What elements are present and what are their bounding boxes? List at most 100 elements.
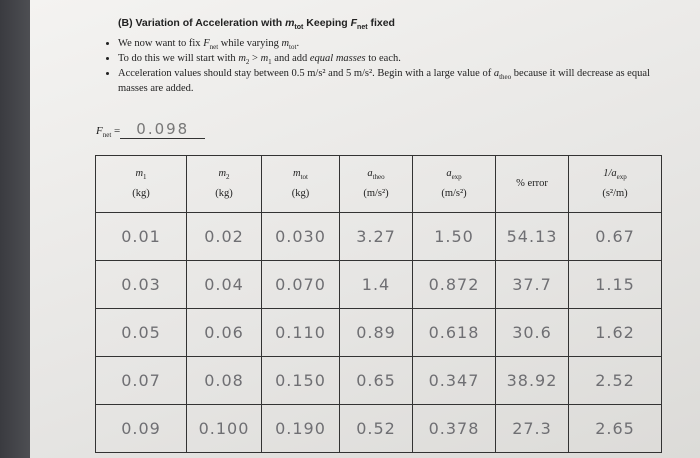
text: to each. (365, 53, 401, 65)
table-row: 0.01 0.02 0.030 3.27 1.50 54.13 0.67 (95, 212, 662, 261)
header-cell: mtot (kg) (261, 155, 340, 213)
table-cell: 0.52 (339, 404, 413, 453)
header-symbol-text: m (293, 168, 301, 180)
table-cell: 0.06 (186, 308, 262, 357)
header-subscript: theo (372, 173, 385, 182)
table-cell: 54.13 (495, 212, 569, 261)
table-cell: 0.347 (412, 356, 496, 405)
title-text: tot (294, 24, 304, 32)
header-unit: (m/s²) (363, 187, 389, 199)
fnet-label: net (102, 131, 112, 140)
table-cell: 30.6 (495, 308, 569, 357)
header-cell: 1/aexp (s²/m) (568, 155, 662, 213)
text: and add (271, 53, 310, 65)
header-symbol-text: m (135, 168, 144, 180)
header-symbol-text: % error (516, 178, 548, 189)
header-symbol-text: a (446, 168, 452, 180)
text: a (493, 68, 500, 80)
table-cell: 0.09 (95, 404, 187, 453)
table-cell: 0.04 (186, 260, 262, 309)
header-symbol: % error (497, 176, 567, 192)
text: . (296, 38, 300, 49)
text: equal masses (309, 53, 366, 65)
table-cell: 0.190 (261, 404, 340, 453)
text: tot (289, 43, 297, 52)
table-row: 0.07 0.08 0.150 0.65 0.347 38.92 2.52 (95, 356, 662, 405)
text: To do this we will start with (118, 53, 239, 65)
table-cell: 0.08 (186, 356, 262, 405)
table-cell: 0.872 (412, 260, 496, 309)
table-row: 0.05 0.06 0.110 0.89 0.618 30.6 1.62 (95, 308, 662, 357)
header-symbol: m1 (97, 166, 185, 185)
header-cell: atheo (m/s²) (339, 155, 413, 213)
table-row: 0.03 0.04 0.070 1.4 0.872 37.7 1.15 (95, 260, 662, 309)
fnet-field: Fnet = 0.098 (96, 120, 206, 140)
table-cell: 0.02 (186, 212, 262, 261)
table-cell: 2.65 (568, 404, 662, 453)
text: Acceleration values should stay between … (118, 68, 494, 80)
header-subscript: tot (300, 173, 308, 182)
title-text: net (357, 24, 368, 32)
header-subscript: 1 (143, 173, 147, 182)
table-cell: 37.7 (495, 260, 569, 309)
header-unit: (kg) (291, 187, 310, 199)
table-cell: 38.92 (495, 356, 569, 405)
text: 1 (268, 58, 272, 67)
table-cell: 2.52 (568, 356, 662, 405)
title-text: m (285, 17, 295, 29)
table-cell: 0.070 (261, 260, 340, 309)
title-text: (B) Variation of Acceleration with (118, 17, 286, 29)
worksheet: (B) Variation of Acceleration with mtot … (30, 0, 700, 458)
bullet: Acceleration values should stay between … (118, 68, 663, 95)
table-cell: 0.89 (339, 308, 413, 357)
table-cell: 0.100 (186, 404, 262, 453)
table-body: 0.01 0.02 0.030 3.27 1.50 54.13 0.67 0.03 0.04 0.… (95, 212, 662, 453)
fnet-value: 0.098 (120, 120, 206, 139)
title-text: fixed (367, 17, 395, 29)
table-cell: 0.67 (568, 212, 662, 261)
table-cell: 0.07 (95, 356, 187, 405)
table-cell: 0.65 (339, 356, 413, 405)
data-table: m1 (kg) m2 (kg) mtot (kg) atheo (m/s²) aexp (m/s²… (95, 155, 662, 453)
header-symbol-text: 1/a (603, 168, 617, 180)
title-text: Keeping (303, 17, 351, 29)
text: while varying (218, 38, 282, 49)
header-cell: % error (495, 155, 569, 213)
text: because it will decrease as equal masses… (118, 68, 650, 95)
header-symbol: aexp (414, 166, 494, 185)
fnet-label: = (111, 125, 121, 137)
table-cell: 1.50 (412, 212, 496, 261)
fnet-label: F (96, 125, 103, 137)
table-cell: 27.3 (495, 404, 569, 453)
text: 2 (245, 58, 250, 67)
table-cell: 0.01 (95, 212, 187, 261)
header-symbol: mtot (263, 166, 338, 185)
bullet: To do this we will start with m2 > m1 an… (118, 53, 663, 68)
header-row: m1 (kg) m2 (kg) mtot (kg) atheo (m/s²) aexp (m/s²… (95, 155, 662, 213)
header-unit: (s²/m) (602, 187, 628, 199)
header-symbol: m2 (188, 166, 260, 185)
text: We now want to fix (118, 38, 204, 49)
header-unit: (kg) (132, 187, 150, 199)
text: m (238, 53, 246, 65)
table-cell: 0.378 (412, 404, 496, 453)
table-row: 0.09 0.100 0.190 0.52 0.378 27.3 2.65 (95, 404, 662, 453)
title-text: F (350, 17, 358, 29)
table-cell: 3.27 (339, 212, 413, 261)
bullet: We now want to fix Fnet while varying mt… (118, 38, 663, 53)
text: m (281, 38, 290, 49)
text: theo (499, 73, 512, 82)
header-cell: m1 (kg) (95, 155, 187, 213)
text: > (249, 53, 261, 65)
text: m (260, 53, 269, 65)
table-cell: 0.618 (412, 308, 496, 357)
table-cell: 0.150 (261, 356, 340, 405)
header-cell: aexp (m/s²) (412, 155, 496, 213)
bullet-list: We now want to fix Fnet while varying mt… (100, 38, 663, 95)
text: net (209, 43, 219, 52)
header-symbol: 1/aexp (570, 166, 660, 185)
header-cell: m2 (kg) (186, 155, 262, 213)
table-cell: 0.03 (95, 260, 187, 309)
header-symbol-text: m (218, 168, 227, 180)
